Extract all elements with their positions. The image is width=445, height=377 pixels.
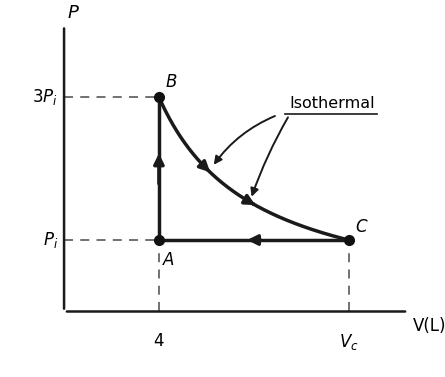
Text: A: A [162, 251, 174, 269]
Text: V(L): V(L) [413, 317, 445, 335]
Text: $P_i$: $P_i$ [43, 230, 58, 250]
Text: $V_c$: $V_c$ [339, 331, 359, 351]
Text: $3P_i$: $3P_i$ [32, 87, 58, 107]
Text: 4: 4 [154, 331, 164, 349]
Text: C: C [356, 218, 368, 236]
Text: P: P [68, 4, 78, 22]
Text: Isothermal: Isothermal [289, 97, 375, 111]
Text: B: B [166, 74, 178, 91]
